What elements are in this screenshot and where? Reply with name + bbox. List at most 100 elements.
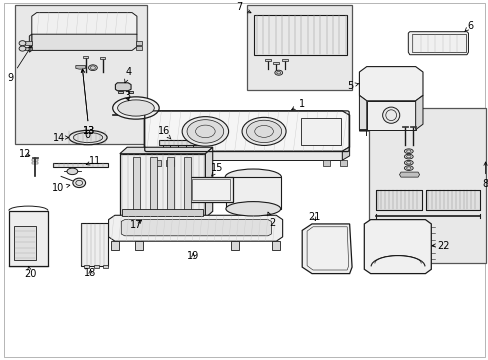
Bar bbox=[322, 160, 329, 166]
Polygon shape bbox=[144, 111, 349, 151]
Text: 0: 0 bbox=[84, 130, 90, 140]
Bar bbox=[128, 91, 133, 93]
Polygon shape bbox=[399, 172, 419, 177]
Ellipse shape bbox=[118, 100, 154, 116]
Bar bbox=[254, 15, 346, 55]
Polygon shape bbox=[29, 34, 32, 52]
Ellipse shape bbox=[88, 65, 97, 71]
Ellipse shape bbox=[224, 169, 281, 185]
Bar bbox=[83, 56, 88, 58]
Bar bbox=[159, 140, 198, 145]
Ellipse shape bbox=[242, 117, 285, 145]
Text: 13: 13 bbox=[81, 69, 95, 136]
Bar bbox=[273, 62, 279, 64]
Bar bbox=[154, 160, 161, 166]
Polygon shape bbox=[25, 47, 32, 50]
Bar bbox=[122, 209, 203, 216]
Ellipse shape bbox=[113, 97, 159, 119]
Bar bbox=[411, 34, 465, 52]
Bar bbox=[118, 91, 123, 93]
Text: 6: 6 bbox=[464, 21, 472, 32]
Polygon shape bbox=[76, 66, 85, 69]
Text: 17: 17 bbox=[129, 220, 142, 230]
Bar bbox=[15, 5, 146, 144]
Ellipse shape bbox=[67, 168, 78, 175]
Polygon shape bbox=[364, 220, 430, 274]
Bar bbox=[401, 126, 407, 127]
Text: 14: 14 bbox=[52, 132, 68, 143]
Text: 16: 16 bbox=[157, 126, 171, 139]
Bar bbox=[339, 160, 346, 166]
Text: 10: 10 bbox=[51, 183, 70, 193]
Bar bbox=[135, 241, 143, 250]
Bar bbox=[81, 223, 107, 266]
Text: 18: 18 bbox=[84, 268, 97, 278]
Bar bbox=[375, 190, 421, 210]
Polygon shape bbox=[225, 177, 280, 209]
Polygon shape bbox=[366, 101, 415, 130]
Text: 22: 22 bbox=[431, 240, 448, 251]
Polygon shape bbox=[108, 215, 282, 241]
Polygon shape bbox=[9, 211, 48, 266]
Ellipse shape bbox=[404, 166, 412, 170]
Bar bbox=[184, 157, 191, 214]
Text: 1: 1 bbox=[291, 99, 305, 110]
Ellipse shape bbox=[274, 70, 282, 75]
Bar bbox=[426, 190, 479, 210]
Ellipse shape bbox=[19, 41, 26, 46]
Text: 8: 8 bbox=[482, 162, 488, 189]
Bar bbox=[102, 265, 107, 268]
Bar bbox=[246, 5, 351, 90]
Bar bbox=[84, 265, 89, 268]
Bar bbox=[189, 177, 232, 202]
Bar bbox=[426, 190, 479, 210]
Ellipse shape bbox=[382, 107, 399, 123]
Ellipse shape bbox=[73, 178, 85, 188]
Bar bbox=[94, 265, 99, 268]
Text: 5: 5 bbox=[347, 81, 359, 91]
Bar bbox=[375, 190, 421, 210]
Bar bbox=[166, 160, 173, 166]
Ellipse shape bbox=[246, 120, 281, 143]
Bar bbox=[32, 159, 38, 161]
Polygon shape bbox=[342, 147, 349, 160]
Text: 3: 3 bbox=[124, 91, 130, 102]
Text: 20: 20 bbox=[24, 266, 37, 279]
Bar bbox=[368, 108, 485, 263]
Polygon shape bbox=[115, 83, 131, 91]
Ellipse shape bbox=[404, 160, 412, 165]
Ellipse shape bbox=[186, 120, 223, 143]
Bar bbox=[150, 157, 157, 214]
Ellipse shape bbox=[69, 130, 107, 145]
Polygon shape bbox=[205, 147, 212, 218]
Ellipse shape bbox=[182, 117, 228, 146]
Ellipse shape bbox=[73, 132, 102, 143]
Bar bbox=[409, 126, 415, 127]
Bar bbox=[167, 157, 174, 214]
Ellipse shape bbox=[404, 149, 412, 153]
Polygon shape bbox=[120, 147, 212, 154]
Bar bbox=[32, 157, 38, 158]
Polygon shape bbox=[302, 224, 351, 274]
Ellipse shape bbox=[225, 202, 280, 216]
Polygon shape bbox=[151, 151, 342, 160]
Bar bbox=[264, 59, 270, 61]
Text: 19: 19 bbox=[186, 251, 199, 261]
Polygon shape bbox=[120, 154, 205, 218]
Bar bbox=[300, 118, 341, 145]
Polygon shape bbox=[415, 95, 422, 130]
Polygon shape bbox=[136, 46, 142, 50]
Polygon shape bbox=[25, 41, 32, 45]
Text: 21: 21 bbox=[307, 212, 320, 222]
Text: 12: 12 bbox=[19, 149, 32, 159]
Text: 13: 13 bbox=[81, 69, 95, 136]
Ellipse shape bbox=[404, 154, 412, 159]
Bar bbox=[100, 57, 105, 59]
Bar bbox=[133, 157, 140, 214]
Bar bbox=[111, 241, 119, 250]
Polygon shape bbox=[359, 67, 422, 101]
Polygon shape bbox=[32, 13, 137, 38]
Text: 4: 4 bbox=[124, 67, 132, 83]
Text: 15: 15 bbox=[211, 163, 224, 176]
Polygon shape bbox=[407, 32, 468, 55]
